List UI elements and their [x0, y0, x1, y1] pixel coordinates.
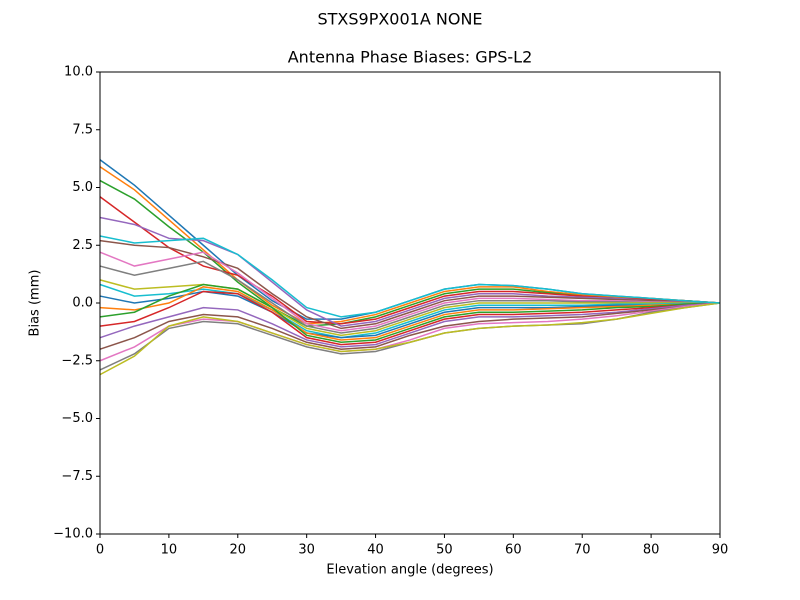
y-tick-label: −10.0: [53, 527, 93, 542]
x-tick-label: 50: [436, 543, 453, 558]
x-tick-label: 10: [161, 543, 178, 558]
x-tick-label: 60: [505, 543, 522, 558]
y-tick-label: 2.5: [72, 238, 93, 253]
series-line: [99, 216, 721, 327]
series-line: [99, 239, 721, 330]
y-tick-label: 0.0: [72, 296, 93, 311]
suptitle: STXS9PX001A NONE: [317, 10, 482, 29]
series-line: [99, 302, 721, 348]
x-tick-label: 80: [643, 543, 660, 558]
series-line: [99, 251, 721, 332]
x-tick-label: 0: [96, 543, 104, 558]
x-tick-label: 20: [230, 543, 247, 558]
series-line: [99, 283, 721, 344]
series-line: [99, 302, 721, 350]
y-axis-label: Bias (mm): [28, 270, 43, 337]
y-tick-label: −2.5: [61, 353, 93, 368]
x-tick-label: 30: [298, 543, 315, 558]
y-tick-label: 10.0: [64, 65, 93, 80]
series-line: [99, 302, 721, 362]
y-tick-label: 5.0: [72, 180, 93, 195]
y-tick-label: −7.5: [61, 469, 93, 484]
series-line: [99, 283, 721, 339]
x-axis-label: Elevation angle (degrees): [326, 563, 493, 578]
x-tick-label: 70: [574, 543, 591, 558]
y-tick-label: 7.5: [72, 122, 93, 137]
x-tick-label: 40: [367, 543, 384, 558]
x-tick-label: 90: [712, 543, 729, 558]
y-tick-label: −5.0: [61, 411, 93, 426]
series-line: [99, 286, 721, 341]
series-line: [99, 235, 721, 318]
series-line: [99, 302, 721, 376]
chart-title: Antenna Phase Biases: GPS-L2: [288, 48, 533, 67]
series-line: [99, 166, 721, 325]
series-line: [99, 290, 721, 346]
series-line: [99, 260, 721, 334]
